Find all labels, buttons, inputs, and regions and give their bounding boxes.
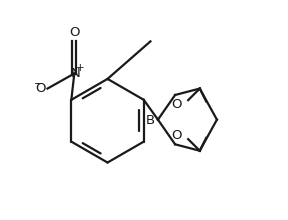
Text: +: +: [76, 62, 85, 73]
Text: O: O: [171, 129, 181, 142]
Text: O: O: [69, 26, 79, 39]
Text: O: O: [171, 97, 181, 111]
Text: N: N: [71, 67, 80, 80]
Text: B: B: [146, 114, 155, 127]
Text: O: O: [35, 82, 45, 95]
Text: −: −: [34, 79, 43, 89]
